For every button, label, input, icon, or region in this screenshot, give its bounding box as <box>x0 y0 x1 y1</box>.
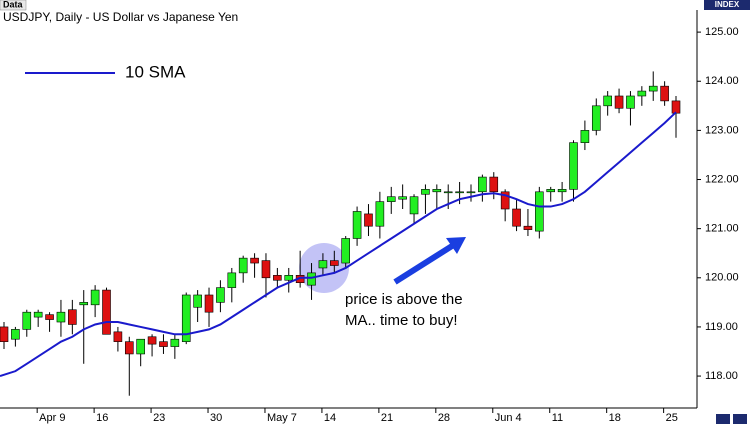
candle-body <box>45 314 54 320</box>
x-tick-label: 23 <box>153 412 165 424</box>
candle-body <box>432 189 442 193</box>
candle-body <box>22 311 32 330</box>
candle-body <box>478 176 487 193</box>
candle-body <box>626 95 635 109</box>
badge: Data <box>3 0 24 9</box>
candle-body <box>409 196 419 215</box>
candle-body <box>489 176 499 193</box>
candle-body <box>466 191 476 194</box>
candle-body <box>341 238 351 264</box>
candle-body <box>79 302 89 306</box>
candle-body <box>159 341 168 347</box>
y-tick-label: 125.00 <box>705 26 739 38</box>
candle-body <box>546 189 556 193</box>
candle-body <box>216 287 225 303</box>
index-label: INDEX <box>715 0 740 9</box>
x-tick-label: 21 <box>381 412 393 424</box>
candle-body <box>33 311 43 318</box>
zoom-button[interactable] <box>716 414 730 424</box>
candle-body <box>386 196 396 202</box>
candle-body <box>56 311 66 323</box>
x-tick-label: Apr 9 <box>39 412 65 424</box>
annotation: price is above the <box>345 291 463 308</box>
zoom-button[interactable] <box>733 414 747 424</box>
candle-body <box>569 142 578 190</box>
y-tick-label: 122.00 <box>705 173 739 185</box>
candle-body <box>0 326 9 342</box>
chart-title: USDJPY, Daily - US Dollar vs Japanese Ye… <box>3 10 238 24</box>
candle-body <box>147 336 157 345</box>
candle-body <box>11 329 20 340</box>
legend-label: 10 SMA <box>125 62 186 81</box>
candle-body <box>455 191 464 194</box>
y-tick-label: 121.00 <box>705 223 739 235</box>
x-tick-label: 25 <box>666 412 678 424</box>
arrow-head <box>446 237 466 254</box>
candle-body <box>557 189 567 193</box>
candle-body <box>250 257 259 264</box>
x-tick-label: 16 <box>96 412 108 424</box>
candle-body <box>580 130 590 143</box>
candle-body <box>603 95 612 107</box>
candle-body <box>637 90 647 97</box>
y-tick-label: 120.00 <box>705 272 739 284</box>
candle-body <box>398 196 407 200</box>
candle-body <box>648 85 658 92</box>
arrow-shaft <box>393 243 454 285</box>
candle-body <box>421 189 430 195</box>
x-tick-label: 28 <box>438 412 450 424</box>
candle-body <box>181 294 191 342</box>
candle-body <box>204 294 214 313</box>
y-tick-label: 118.00 <box>705 370 738 382</box>
x-tick-label: Jun 4 <box>495 412 522 424</box>
annotation: MA.. time to buy! <box>345 312 458 329</box>
candle-body <box>284 275 294 281</box>
x-tick-label: 14 <box>324 412 336 424</box>
sma-line <box>0 111 677 378</box>
y-tick-label: 119.00 <box>705 321 738 333</box>
x-tick-label: 11 <box>552 412 563 424</box>
candle-body <box>227 272 237 288</box>
candle-body <box>238 257 248 274</box>
candle-body <box>102 289 111 335</box>
candle-body <box>330 260 339 266</box>
candle-body <box>364 213 373 227</box>
candle-body <box>307 272 316 286</box>
x-tick-label: 18 <box>609 412 621 424</box>
candle-body <box>671 100 681 114</box>
candle-body <box>170 338 180 347</box>
badge-box <box>0 0 27 11</box>
candle-body <box>660 85 669 102</box>
candle-body <box>113 331 123 342</box>
candle-body <box>375 201 385 227</box>
x-tick-label: May 7 <box>267 412 297 424</box>
candle-body <box>443 191 453 194</box>
candle-body <box>261 260 271 279</box>
candle-body <box>193 294 202 308</box>
index-box <box>704 0 750 10</box>
candle-body <box>591 105 601 131</box>
candle-body <box>136 338 145 355</box>
candle-body <box>90 289 100 306</box>
candle-body <box>535 191 544 232</box>
candle-body <box>523 225 533 230</box>
candle-body <box>352 211 362 239</box>
candle-body <box>124 341 134 355</box>
candle-body <box>318 260 328 269</box>
candle-body <box>512 208 521 227</box>
candle-body <box>614 95 624 109</box>
y-tick-label: 124.00 <box>705 75 739 87</box>
candle-body <box>273 275 282 281</box>
y-tick-label: 123.00 <box>705 124 739 136</box>
candle-body <box>500 191 510 210</box>
candle-body <box>68 309 77 325</box>
x-tick-label: 30 <box>210 412 222 424</box>
